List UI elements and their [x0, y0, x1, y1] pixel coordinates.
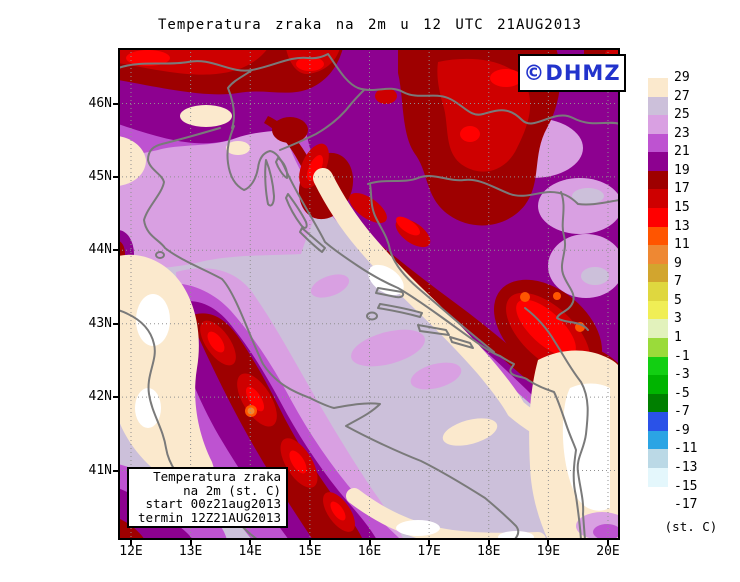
- color-legend: 29 27 25 23 21 19 17 15 13 11 9 7 5 3 1 -1 -3 -5 -7 -9 -11 -1…: [648, 70, 738, 512]
- legend-tick-label: 23: [674, 125, 690, 141]
- x-axis-label: 18E: [477, 544, 501, 559]
- y-axis-tick: [113, 469, 118, 472]
- legend-tick-label: 3: [674, 311, 682, 327]
- legend-tick-label: -15: [674, 478, 698, 494]
- y-axis-label: 43N: [88, 315, 112, 331]
- legend-unit-label: (st. C): [664, 519, 718, 534]
- x-axis-tick: [607, 540, 609, 545]
- legend-tick-label: 11: [674, 237, 690, 253]
- y-axis-label: 44N: [88, 242, 112, 258]
- legend-tick-label: -5: [674, 385, 690, 401]
- x-axis-label: 15E: [298, 544, 322, 559]
- legend-tick-label: 17: [674, 181, 690, 197]
- se-corner-patches: [576, 512, 620, 540]
- legend-tick-label: -17: [674, 497, 698, 513]
- legend-swatch: [648, 430, 668, 450]
- legend-swatch: [648, 170, 668, 190]
- legend-swatch: [648, 115, 668, 134]
- legend-tick-label: -3: [674, 367, 690, 383]
- dhmz-logo-text: ©DHMZ: [523, 61, 621, 85]
- y-axis-tick: [113, 322, 118, 325]
- y-axis-label: 46N: [88, 95, 112, 111]
- legend-swatch: [648, 467, 668, 487]
- legend-tick-label: 21: [674, 144, 690, 160]
- x-axis-label: 13E: [178, 544, 203, 559]
- legend-swatch: [648, 96, 668, 116]
- legend-tick-label: 15: [674, 199, 690, 215]
- legend-swatch: [648, 189, 668, 208]
- legend-tick-label: 5: [674, 292, 682, 308]
- legend-tick-label: -9: [674, 422, 690, 438]
- legend-swatch: [648, 245, 668, 264]
- legend-tick-label: 9: [674, 255, 682, 271]
- y-axis-tick: [113, 102, 118, 105]
- y-axis-label: 42N: [88, 389, 112, 405]
- coastlines: [118, 125, 582, 540]
- info-line-2: na 2m (st. C): [183, 482, 281, 498]
- x-axis-tick: [368, 540, 371, 545]
- y-axis-label: 41N: [88, 462, 112, 478]
- x-axis-tick: [308, 540, 311, 545]
- legend-tick-label: -7: [674, 404, 690, 420]
- info-line-1: Temperatura zraka: [153, 469, 281, 484]
- y-axis-label: 45N: [88, 168, 112, 184]
- legend-tick-label: 27: [674, 88, 690, 104]
- legend-swatch: [648, 375, 668, 394]
- legend-tick-label: -1: [674, 348, 690, 364]
- map-title: Temperatura zraka na 2m u 12 UTC 21AUG20…: [157, 17, 582, 33]
- x-axis-label: 16E: [357, 544, 382, 559]
- legend-swatch: [648, 226, 668, 246]
- x-axis-tick: [547, 540, 550, 545]
- info-line-3: start 00z21aug2013: [145, 496, 281, 511]
- x-axis-label: 12E: [119, 544, 143, 559]
- info-line-4: termin 12Z21AUG2013: [138, 509, 281, 525]
- legend-swatch: [648, 207, 668, 227]
- x-axis-label: 19E: [536, 544, 561, 559]
- legend-tick-label: -11: [674, 441, 698, 457]
- dhmz-watermark-box: ©DHMZ: [518, 54, 626, 92]
- run-info-box: Temperatura zraka na 2m (st. C) start 00…: [127, 467, 288, 528]
- legend-swatch: [648, 133, 668, 153]
- x-axis-tick: [487, 540, 490, 545]
- legend-swatch: [648, 393, 668, 413]
- legend-tick-label: 25: [674, 107, 690, 123]
- y-axis-tick: [113, 175, 118, 178]
- legend-swatch: [648, 337, 668, 357]
- legend-tick-label: 29: [674, 70, 690, 85]
- x-axis-label: 17E: [417, 544, 441, 559]
- legend-swatch: [648, 319, 668, 338]
- legend-swatch: [648, 152, 668, 171]
- x-axis-tick: [130, 540, 132, 545]
- legend-tick-label: 7: [674, 274, 682, 290]
- legend-tick-label: -13: [674, 459, 698, 475]
- x-axis-label: 14E: [238, 544, 262, 559]
- country-borders: [118, 53, 620, 540]
- legend-swatch: [648, 300, 668, 320]
- x-axis-tick: [428, 540, 431, 545]
- legend-swatch: [648, 356, 668, 376]
- legend-tick-label: 19: [674, 162, 690, 178]
- legend-swatch: [648, 449, 668, 468]
- legend-swatch: [648, 282, 668, 301]
- y-axis-tick: [113, 249, 118, 252]
- x-axis-tick: [189, 540, 192, 545]
- legend-tick-label: 13: [674, 218, 690, 234]
- legend-swatch: [648, 78, 668, 97]
- x-axis-label: 20E: [596, 544, 620, 559]
- y-axis-tick: [113, 396, 118, 399]
- legend-tick-label: 1: [674, 329, 682, 345]
- legend-swatch: [648, 263, 668, 283]
- x-axis-tick: [249, 540, 252, 545]
- legend-swatch: [648, 412, 668, 431]
